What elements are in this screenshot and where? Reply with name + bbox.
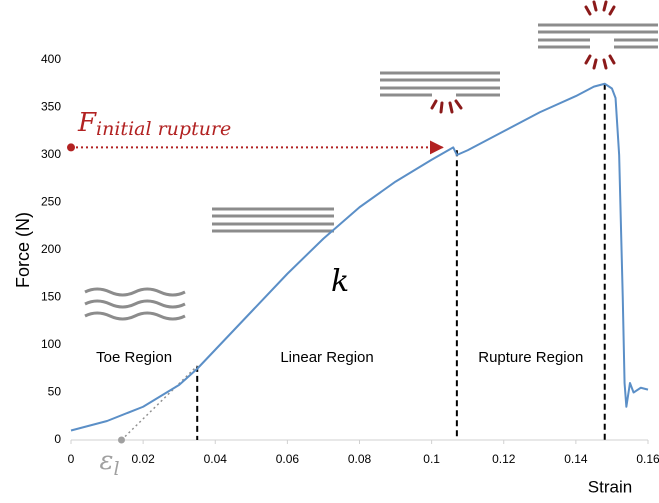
y-tick-label: 250: [41, 195, 61, 209]
symbol: ε: [99, 446, 113, 476]
x-tick-label: 0.16: [636, 452, 659, 466]
toe-point: [118, 437, 125, 444]
symbol: F: [77, 108, 97, 138]
y-tick-label: 100: [41, 337, 61, 351]
x-axis-label: Strain: [588, 477, 632, 496]
x-tick-label: 0.04: [204, 452, 228, 466]
stiffness-label: k: [331, 264, 349, 299]
y-tick-label: 300: [41, 147, 61, 161]
toe-strain-label: εl: [99, 446, 119, 480]
y-tick-label: 50: [48, 385, 62, 399]
rupture-point: [67, 143, 75, 151]
subscript: l: [113, 458, 119, 480]
rupture-force-label: Finitial rupture: [77, 108, 231, 140]
x-tick-label: 0.12: [492, 452, 516, 466]
y-tick-label: 150: [41, 290, 61, 304]
x-tick-label: 0.06: [276, 452, 300, 466]
y-tick-label: 350: [41, 100, 61, 114]
y-tick-label: 0: [54, 432, 61, 446]
region-label: Rupture Region: [478, 349, 583, 366]
decoration: [85, 25, 658, 319]
region-label: Linear Region: [280, 349, 373, 366]
y-tick-label: 200: [41, 242, 61, 256]
x-tick-label: 0.14: [564, 452, 588, 466]
chart: Force (N) Strain k 0 50 100 150 200 250 300 350…: [0, 0, 659, 503]
x-tick-label: 0.1: [423, 452, 440, 466]
region-label: Toe Region: [96, 349, 172, 366]
x-tick-label: 0.08: [348, 452, 372, 466]
x-tick-label: 0.02: [131, 452, 155, 466]
subscript: initial rupture: [96, 118, 231, 140]
x-tick-label: 0: [68, 452, 75, 466]
y-axis-label: Force (N): [13, 212, 33, 288]
toe-extrapolation: [121, 366, 197, 440]
y-tick-label: 400: [41, 52, 61, 66]
